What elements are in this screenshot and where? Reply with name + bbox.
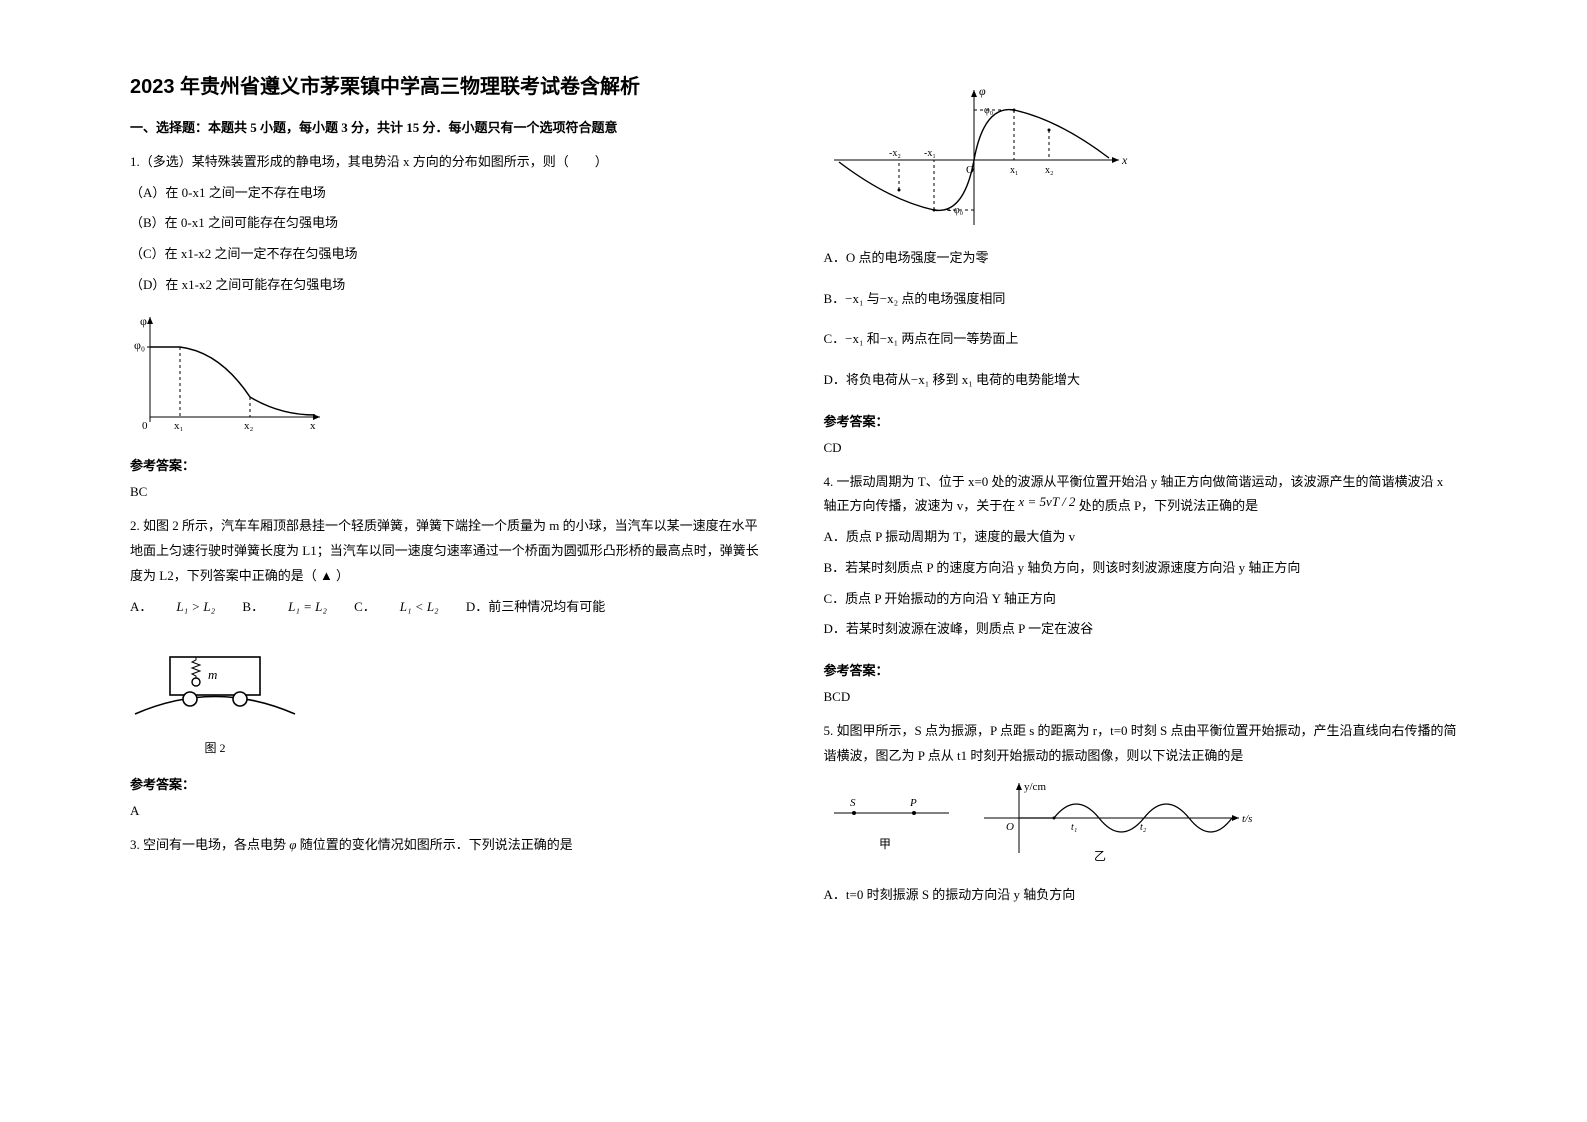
q2-opt-b: B．L₁ = L₂ <box>242 599 326 614</box>
q3-fig-phi0p: φ₀ <box>984 105 994 116</box>
q3-ans-label: 参考答案： <box>824 411 1458 430</box>
q3-opt-c: C．−x₁ 和−x₁ 两点在同一等势面上 <box>824 327 1458 352</box>
q2-ans: A <box>130 803 764 819</box>
q3-fig-nx2: -x₂ <box>889 148 901 159</box>
q1-opt-d: （D）在 x1-x2 之间可能存在匀强电场 <box>130 273 764 298</box>
q1-fig-phi: φ <box>140 314 147 328</box>
q2-figure: m 图 2 <box>130 629 764 756</box>
q2-options: A．L₁ > L₂ B．L₁ = L₂ C．L₁ < L₂ D．前三种情况均有可… <box>130 595 764 620</box>
q4-ans: BCD <box>824 689 1458 705</box>
q3-figure: φ x O x₁ x₂ -x₁ -x₂ φ₀ - φ₀ <box>824 80 1458 230</box>
q5-fig-jia: 甲 <box>879 837 891 851</box>
q4-opt-a: A．质点 P 振动周期为 T，速度的最大值为 v <box>824 525 1458 550</box>
q2-opt-a: A．L₁ > L₂ <box>130 599 215 614</box>
exam-title: 2023 年贵州省遵义市茅栗镇中学高三物理联考试卷含解析 <box>130 70 764 99</box>
q1-fig-x: x <box>310 420 316 432</box>
q2-opt-c: C．L₁ < L₂ <box>354 599 438 614</box>
q2-fig-label: 图 2 <box>130 739 300 756</box>
q5-figure: S P 甲 y/cm t/s O t₁ t₂ 乙 <box>824 778 1458 873</box>
q5-fig-ts: t/s <box>1242 813 1252 825</box>
q5-fig-t2: t₂ <box>1140 822 1147 833</box>
q4-ans-label: 参考答案： <box>824 660 1458 679</box>
q5-fig-t1: t₁ <box>1071 822 1077 833</box>
q3-opt-a: A．O 点的电场强度一定为零 <box>824 246 1458 271</box>
q3-fig-x1: x₁ <box>1010 165 1019 176</box>
q3-stem: 3. 空间有一电场，各点电势 φ 随位置的变化情况如图所示．下列说法正确的是 <box>130 833 764 858</box>
q5-fig-S: S <box>850 797 856 809</box>
q3-fig-x: x <box>1121 153 1128 167</box>
q1-fig-phi0: φ₀ <box>134 338 145 352</box>
q4-stem: 4. 一振动周期为 T、位于 x=0 处的波源从平衡位置开始沿 y 轴正方向做简… <box>824 470 1458 519</box>
q1-opt-a: （A）在 0-x1 之间一定不存在电场 <box>130 181 764 206</box>
q2-ans-label: 参考答案： <box>130 774 764 793</box>
q1-ans: BC <box>130 484 764 500</box>
q1-fig-x2: x₂ <box>244 420 254 432</box>
q1-opt-b: （B）在 0-x1 之间可能存在匀强电场 <box>130 211 764 236</box>
q1-opt-c: （C）在 x1-x2 之间一定不存在匀强电场 <box>130 242 764 267</box>
q2-fig-m: m <box>208 667 217 682</box>
q5-fig-ycm: y/cm <box>1024 781 1046 793</box>
q2-stem: 2. 如图 2 所示，汽车车厢顶部悬挂一个轻质弹簧，弹簧下端拴一个质量为 m 的… <box>130 514 764 588</box>
q1-ans-label: 参考答案： <box>130 455 764 474</box>
q5-opt-a: A．t=0 时刻振源 S 的振动方向沿 y 轴负方向 <box>824 883 1458 908</box>
q4-math: x = 5vT / 2 <box>1019 494 1076 509</box>
q3-ans: CD <box>824 440 1458 456</box>
q5-stem: 5. 如图甲所示，S 点为振源，P 点距 s 的距离为 r，t=0 时刻 S 点… <box>824 719 1458 768</box>
q5-fig-P: P <box>909 797 917 809</box>
q1-stem: 1.（多选）某特殊装置形成的静电场，其电势沿 x 方向的分布如图所示，则（ ） <box>130 150 764 175</box>
q4-opt-c: C．质点 P 开始振动的方向沿 Y 轴正方向 <box>824 587 1458 612</box>
q4-opt-b: B．若某时刻质点 P 的速度方向沿 y 轴负方向，则该时刻波源速度方向沿 y 轴… <box>824 556 1458 581</box>
section-1-heading: 一、选择题：本题共 5 小题，每小题 3 分，共计 15 分．每小题只有一个选项… <box>130 117 764 136</box>
q4-opt-d: D．若某时刻波源在波峰，则质点 P 一定在波谷 <box>824 617 1458 642</box>
q3-fig-phi0n: - φ₀ <box>948 205 964 216</box>
q1-figure: φ φ₀ 0 x₁ x₂ x <box>130 307 764 437</box>
q1-fig-0: 0 <box>142 420 148 432</box>
q3-opt-b: B．−x₁ 与−x₂ 点的电场强度相同 <box>824 287 1458 312</box>
q5-fig-yi: 乙 <box>1094 849 1106 863</box>
q3-fig-phi: φ <box>979 84 986 98</box>
q3-fig-x2: x₂ <box>1045 165 1054 176</box>
q5-fig-O: O <box>1006 821 1014 833</box>
q2-opt-d: D．前三种情况均有可能 <box>466 599 605 614</box>
q3-opt-d: D．将负电荷从−x₁ 移到 x₁ 电荷的电势能增大 <box>824 368 1458 393</box>
q3-fig-nx1: -x₁ <box>924 148 936 159</box>
